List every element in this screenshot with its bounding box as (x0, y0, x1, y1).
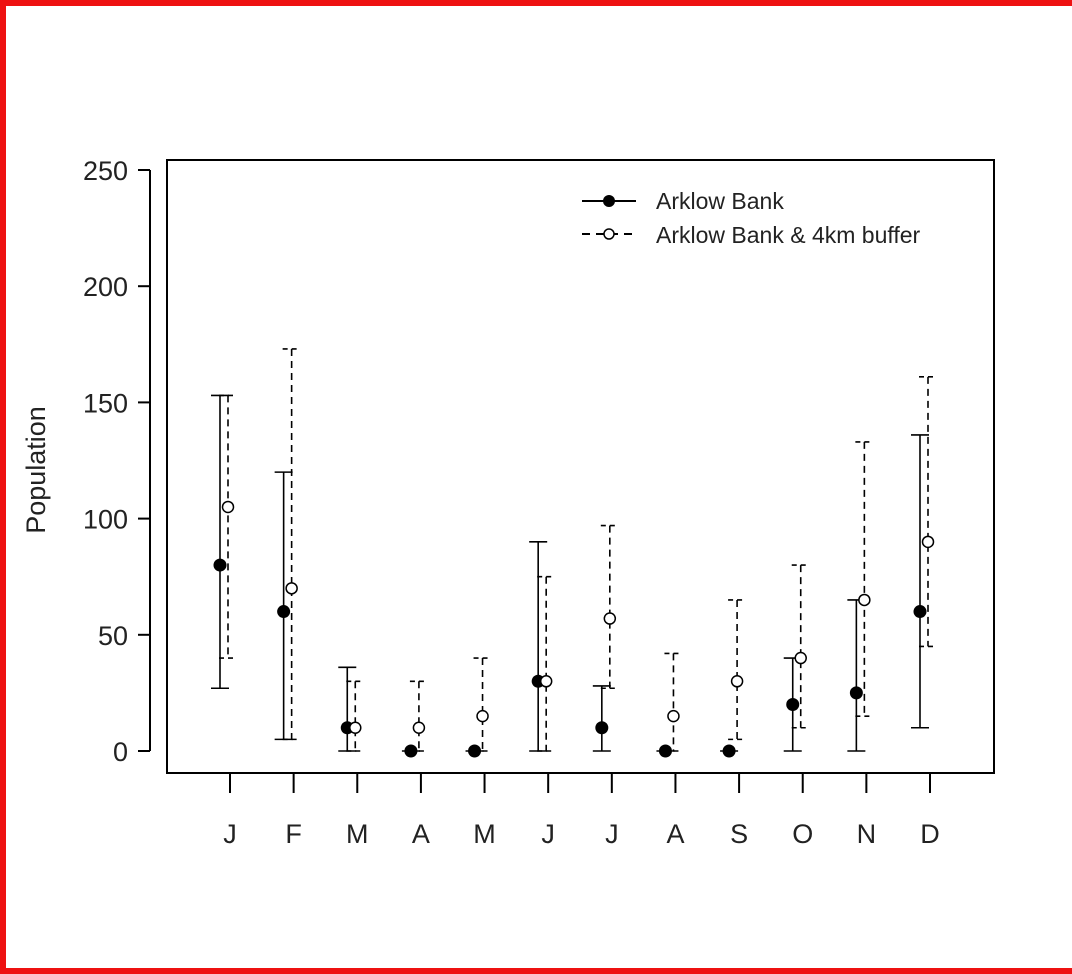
legend-marker-arklow-bank (603, 195, 615, 207)
y-tick-label-0: 0 (113, 737, 128, 767)
x-tick-label-1: F (285, 819, 302, 849)
point-s1-6 (603, 612, 617, 625)
point-s0-11 (913, 605, 927, 619)
x-tick-label-2: M (346, 819, 369, 849)
y-tick-label-200: 200 (83, 272, 128, 302)
point-s1-1 (285, 582, 298, 595)
x-tick-label-6: J (605, 819, 619, 849)
point-s1-8 (730, 675, 744, 688)
point-s0-9 (786, 698, 800, 712)
point-s1-10 (858, 593, 871, 607)
y-tick-label-150: 150 (83, 388, 128, 418)
legend: Arklow Bank Arklow Bank & 4km buffer (582, 188, 921, 248)
point-s1-4 (476, 709, 489, 723)
point-s1-5 (539, 675, 553, 688)
x-tick-label-8: S (730, 819, 748, 849)
x-tick-label-5: J (541, 819, 555, 849)
point-s0-10 (849, 686, 863, 700)
point-s1-9 (794, 651, 807, 665)
point-s1-2 (349, 721, 362, 735)
x-tick-label-4: M (473, 819, 496, 849)
x-tick-label-0: J (223, 819, 237, 849)
y-axis-title: Population (21, 406, 51, 534)
legend-label-arklow-bank: Arklow Bank (656, 188, 784, 214)
x-tick-label-3: A (412, 819, 430, 849)
x-tick-label-7: A (666, 819, 684, 849)
x-tick-label-10: N (857, 819, 877, 849)
y-tick-label-100: 100 (83, 505, 128, 535)
point-s0-6 (595, 721, 609, 735)
y-axis-ticks: 0 50 100 150 200 250 (83, 156, 150, 767)
x-tick-label-11: D (920, 819, 940, 849)
series-layer (211, 348, 937, 758)
point-s1-11 (921, 535, 935, 549)
legend-label-arklow-bank-buffer: Arklow Bank & 4km buffer (656, 222, 921, 248)
y-tick-label-50: 50 (98, 621, 128, 651)
point-s0-8 (722, 744, 736, 758)
point-s1-7 (667, 709, 680, 723)
point-s0-0 (213, 558, 227, 572)
y-tick-label-250: 250 (83, 156, 128, 186)
point-s1-3 (412, 721, 426, 735)
point-s0-1 (277, 605, 291, 619)
plot-area-box (166, 159, 995, 774)
x-tick-label-9: O (792, 819, 813, 849)
point-s1-0 (221, 500, 235, 514)
legend-marker-arklow-bank-buffer (603, 228, 615, 240)
